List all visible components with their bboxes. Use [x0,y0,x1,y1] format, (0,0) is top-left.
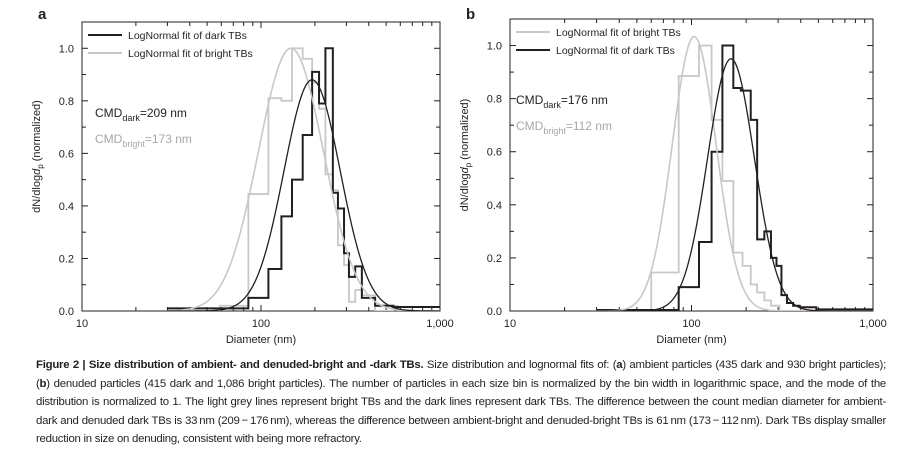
panel-a: a 10 100 1,000 0.0 0.2 0.4 0.6 0.8 1.0 Diameter (n… [31,6,454,346]
x-tick-label: 1,000 [859,318,887,330]
cmd-value: =112 nm [566,119,612,133]
y-tick-label: 0.8 [487,94,502,106]
panel-label: b [466,6,475,23]
cmd-annotation-bright: CMDbright=112 nm [516,119,612,136]
x-tick-label: 10 [76,318,88,330]
cmd-value: =209 nm [140,106,187,120]
x-tick-label: 10 [504,318,516,330]
plot-frame [509,18,874,312]
legend-label-bright: LogNormal fit of bright TBs [556,27,681,39]
panel-b: b 10 100 1,000 0.0 0.2 0.4 0.6 0.8 1.0 Diameter (n… [459,6,887,346]
bright-lognormal-fit-curve [596,35,873,311]
cmd-label: CMD [516,119,544,133]
cmd-subscript: dark [122,113,140,123]
x-tick-label: 100 [252,318,270,330]
cmd-annotation-bright: CMDbright=173 nm [95,132,192,149]
y-tick-label: 0.0 [59,306,74,318]
y-axis-label-part: (normalized) [459,99,471,163]
y-axis-label-subscript: p [36,164,45,169]
y-tick-label: 0.6 [487,147,502,159]
legend-label-dark: LogNormal fit of dark TBs [128,30,247,42]
y-tick-label: 1.0 [59,43,74,55]
y-tick-label: 1.0 [487,41,502,53]
cmd-annotation-dark: CMDdark=209 nm [95,106,187,123]
y-axis-label-italic: d [459,166,471,173]
x-axis-label: Diameter (nm) [656,334,726,346]
y-axis-label: dN/dlogdp (normalized) [459,99,473,212]
legend-label-bright: LogNormal fit of bright TBs [128,48,253,60]
cmd-subscript: bright [122,139,145,149]
caption-panel-a-ref: a [616,359,623,371]
caption-text: ) ambient particles (435 dark and 930 br… [36,359,887,390]
legend-label-dark: LogNormal fit of dark TBs [556,45,675,57]
y-tick-label: 0.2 [59,253,74,265]
x-axis-label: Diameter (nm) [226,334,296,346]
cmd-annotation-dark: CMDdark=176 nm [516,93,608,110]
cmd-label: CMD [95,132,123,146]
y-axis-label-part: (normalized) [31,100,43,164]
x-tick-label: 100 [682,318,700,330]
y-axis-label-italic: d [31,168,43,175]
y-tick-label: 0.6 [59,148,74,160]
dark-lognormal-fit-curve [167,79,440,311]
cmd-value: =176 nm [561,93,608,107]
caption-text: Size distribution and lognormal fits of:… [423,359,617,371]
bright-histogram [596,44,873,311]
figure-panels: a 10 100 1,000 0.0 0.2 0.4 0.6 0.8 1.0 Diameter (n… [31,6,887,346]
bright-lognormal-fit-curve [167,47,440,311]
y-axis-label: dN/dlogdp (normalized) [31,100,45,213]
plot-area [596,35,873,311]
y-axis-label-part: dN/dlog [459,173,471,211]
caption-title: Figure 2 | Size distribution of ambient-… [36,359,424,371]
cmd-subscript: dark [543,100,561,110]
y-tick-label: 0.4 [487,200,502,212]
plot-area [167,47,440,311]
dark-lognormal-fit-curve [596,58,873,311]
dark-histogram [167,47,440,310]
y-tick-label: 0.4 [59,201,74,213]
cmd-label: CMD [516,93,544,107]
caption-text: ) denuded particles (415 dark and 1,086 … [36,377,886,446]
cmd-label: CMD [95,106,123,120]
y-tick-label: 0.2 [487,253,502,265]
cmd-value: =173 nm [145,132,192,146]
dark-histogram [596,44,873,311]
y-tick-label: 0.0 [487,306,502,318]
cmd-subscript: bright [543,126,566,136]
y-tick-label: 0.8 [59,96,74,108]
y-axis-label-subscript: p [464,162,473,167]
caption-panel-b-ref: b [39,377,47,390]
figure-caption: Figure 2 | Size distribution of ambient-… [36,356,886,449]
panel-label: a [38,6,47,23]
x-tick-label: 1,000 [426,318,454,330]
y-axis-label-part: dN/dlog [31,175,43,213]
